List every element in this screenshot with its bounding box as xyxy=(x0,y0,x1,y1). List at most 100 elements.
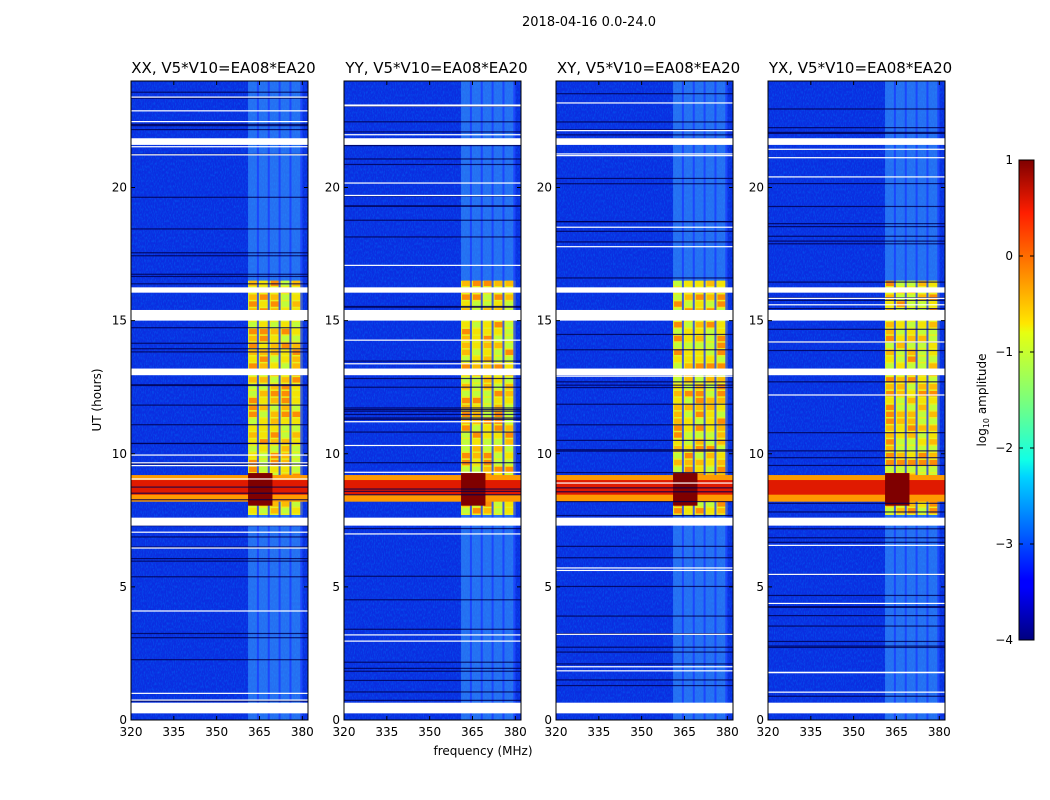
rfi-cell xyxy=(494,280,503,287)
rfi-cell xyxy=(505,280,514,287)
rfi-cell xyxy=(483,508,492,514)
rfi-cell xyxy=(717,466,726,473)
rfi-cell xyxy=(259,432,268,438)
rfi-cell xyxy=(249,425,257,431)
rfi-cell xyxy=(896,404,905,411)
rfi-cell xyxy=(695,446,704,452)
dark-stripe xyxy=(131,384,308,387)
dark-stripe xyxy=(344,219,521,221)
rfi-cell xyxy=(907,328,916,335)
rfi-cell xyxy=(684,322,693,328)
rfi-cell xyxy=(886,425,894,431)
rfi-cell xyxy=(505,390,514,397)
rfi-cell xyxy=(717,322,726,328)
rfi-cell xyxy=(462,342,470,349)
rfi-cell xyxy=(717,501,726,507)
dark-stripe xyxy=(344,494,521,496)
rfi-cell xyxy=(896,459,905,466)
rfi-cell xyxy=(462,508,470,514)
rfi-cell xyxy=(918,349,927,355)
dark-stripe xyxy=(768,605,945,608)
rfi-cell xyxy=(907,432,916,438)
colorbar: 10−1−2−3−4 log10 amplitude xyxy=(975,153,1035,647)
dark-stripe xyxy=(344,490,521,492)
rfi-cell xyxy=(494,301,503,307)
rfi-cell xyxy=(907,342,916,349)
dark-stripe xyxy=(344,158,521,160)
flagged-range xyxy=(131,138,308,145)
rfi-cell xyxy=(929,466,938,473)
rfi-cell xyxy=(717,349,726,355)
rfi-cell xyxy=(674,301,682,307)
rfi-cell xyxy=(483,452,492,459)
dark-stripe xyxy=(768,223,945,225)
rfi-cell xyxy=(674,390,682,397)
dark-stripe xyxy=(344,408,521,411)
rfi-cell xyxy=(249,294,257,300)
dark-stripe xyxy=(344,462,521,464)
rfi-cell xyxy=(706,452,715,459)
flagged-range xyxy=(556,368,733,376)
rfi-cell xyxy=(674,342,682,349)
y-tick-label: 10 xyxy=(325,447,340,461)
rfi-cell xyxy=(674,397,682,404)
rfi-cell xyxy=(505,397,514,404)
y-tick-label: 15 xyxy=(749,314,764,328)
x-axis-label: frequency (MHz) xyxy=(433,744,532,758)
dark-stripe xyxy=(131,283,308,285)
dark-stripe xyxy=(344,144,521,147)
rfi-cell xyxy=(281,301,290,307)
dark-stripe xyxy=(344,527,521,530)
rfi-cell xyxy=(505,452,514,459)
rfi-cell xyxy=(684,459,693,466)
rfi-cell xyxy=(483,342,492,349)
rfi-cell xyxy=(684,294,693,300)
rfi-cell xyxy=(684,377,693,383)
rfi-cell xyxy=(270,452,279,459)
rfi-cell xyxy=(462,425,470,431)
rfi-cell xyxy=(695,322,704,328)
rfi-cell xyxy=(684,356,693,362)
dark-stripe xyxy=(344,131,521,133)
rfi-cell xyxy=(292,439,301,445)
rfi-cell xyxy=(918,384,927,390)
rfi-cell xyxy=(706,294,715,300)
flag-line xyxy=(556,666,733,668)
rfi-cell xyxy=(886,377,894,383)
dark-stripe xyxy=(344,418,521,420)
flag-line xyxy=(768,341,945,343)
rfi-cell xyxy=(462,377,470,383)
colorbar-label-sub: 10 xyxy=(982,418,991,428)
dark-stripe xyxy=(131,424,308,426)
rfi-cell xyxy=(292,508,301,514)
colorbar-tick-label: −2 xyxy=(995,441,1013,455)
dark-stripe xyxy=(131,463,308,465)
dark-stripe xyxy=(768,307,945,310)
dark-stripe xyxy=(131,97,308,99)
dark-stripe xyxy=(768,226,945,228)
rfi-cell xyxy=(674,294,682,300)
rfi-cell xyxy=(695,342,704,349)
rfi-cell xyxy=(281,446,290,452)
rfi-cell xyxy=(695,439,704,445)
dark-stripe xyxy=(344,417,521,419)
x-tick-label: 335 xyxy=(799,725,822,739)
rfi-cell xyxy=(896,356,905,362)
rfi-cell xyxy=(929,508,938,514)
rfi-cell xyxy=(494,377,503,383)
dark-stripe xyxy=(556,277,733,279)
rfi-cell xyxy=(929,377,938,383)
rfi-cell xyxy=(929,384,938,390)
rfi-cell xyxy=(462,349,470,355)
rfi-cell xyxy=(907,363,916,369)
flag-line xyxy=(344,533,521,535)
x-tick-label: 320 xyxy=(120,725,143,739)
x-tick-label: 320 xyxy=(757,725,780,739)
dark-stripe xyxy=(131,557,308,560)
rfi-cell xyxy=(695,328,704,335)
rfi-cell xyxy=(886,432,894,438)
rfi-cell xyxy=(896,508,905,514)
flagged-range xyxy=(768,368,945,376)
rfi-cell xyxy=(505,377,514,383)
rfi-cell xyxy=(896,322,905,328)
